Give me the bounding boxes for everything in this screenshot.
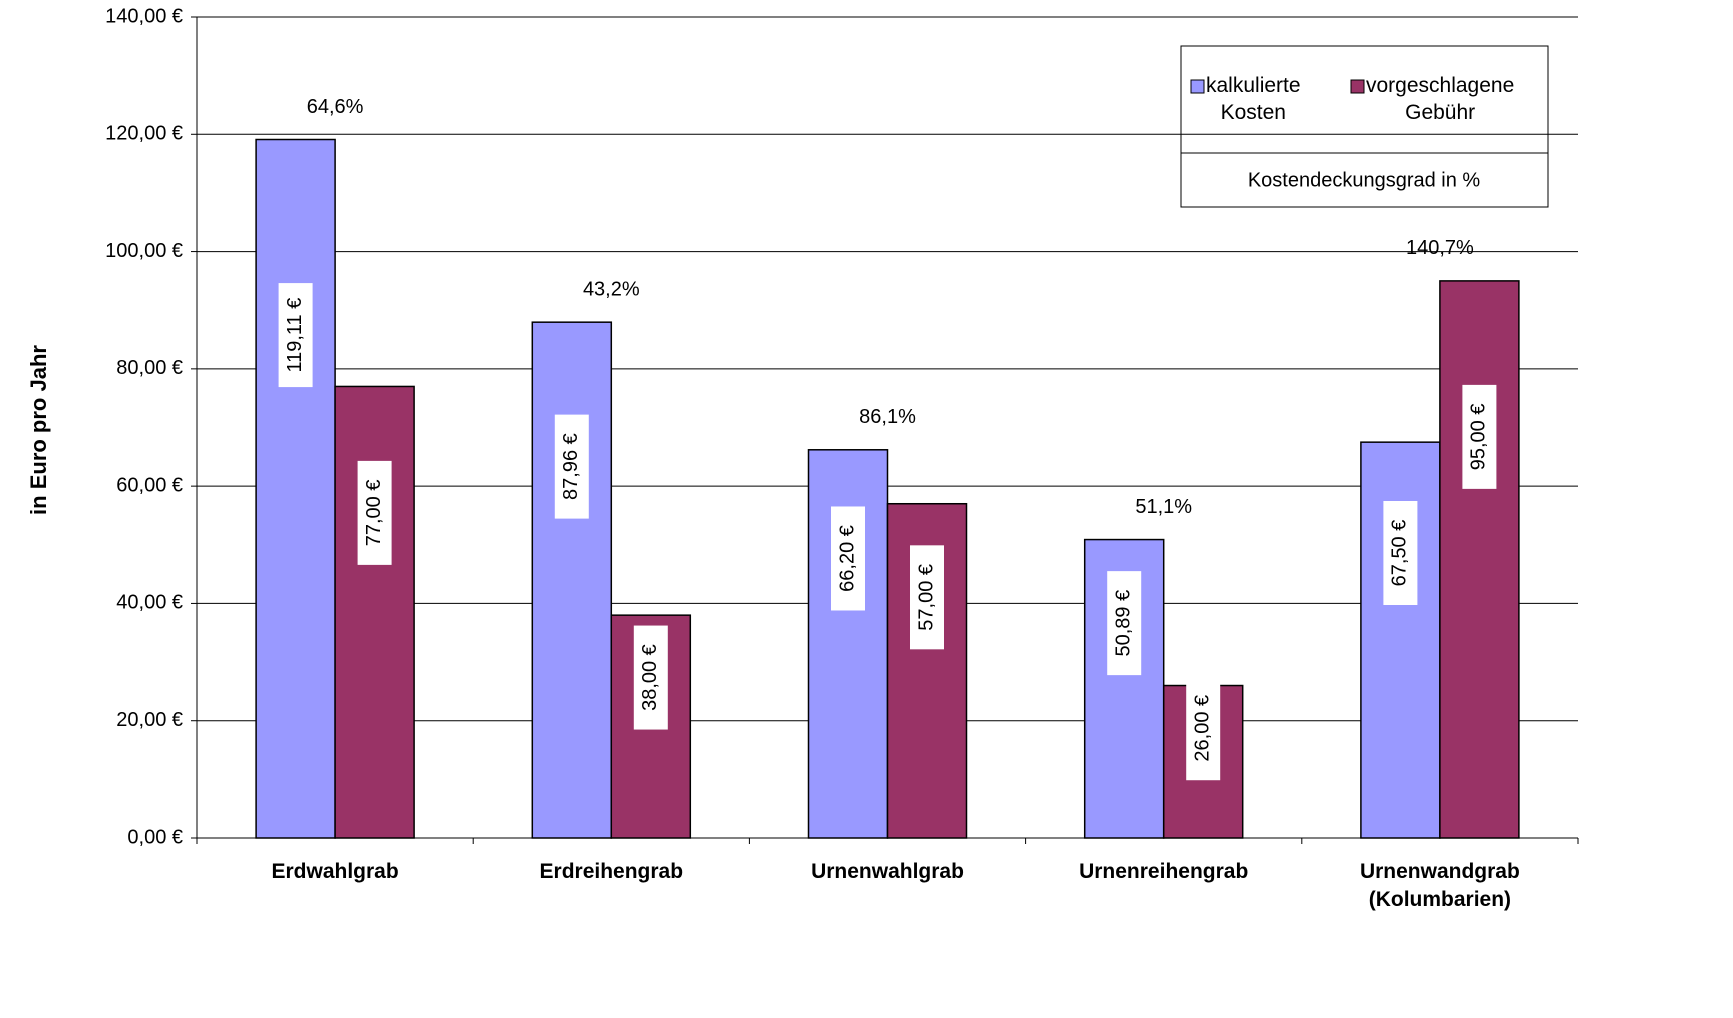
value-label: 67,50 €	[1389, 520, 1411, 587]
value-label: 119,11 €	[284, 298, 306, 373]
y-tick-label: 100,00 €	[105, 240, 183, 262]
y-tick-label: 60,00 €	[116, 474, 183, 496]
coverage-label: 140,7%	[1406, 237, 1474, 259]
bar	[255, 138, 336, 839]
y-axis-label: in Euro pro Jahr	[26, 345, 51, 515]
legend-coverage: Kostendeckungsgrad in %	[1248, 169, 1481, 191]
value-label-box	[831, 506, 865, 611]
value-label: 38,00 €	[639, 644, 661, 711]
value-label: 26,00 €	[1191, 695, 1213, 762]
value-label-box	[910, 545, 944, 650]
coverage-label: 86,1%	[859, 406, 916, 428]
value-label-box	[357, 460, 392, 565]
value-label: 77,00 €	[363, 480, 385, 547]
bar	[334, 385, 415, 839]
coverage-label: 64,6%	[307, 96, 364, 118]
legend-swatch	[1350, 79, 1365, 94]
value-label-box	[1107, 571, 1142, 676]
bar	[531, 321, 613, 839]
value-label: 87,96 €	[560, 433, 582, 500]
bar	[1439, 280, 1520, 839]
value-label: 50,89 €	[1112, 590, 1134, 657]
value-label: 66,20 €	[836, 525, 858, 592]
value-label-box	[1462, 384, 1497, 489]
coverage-label: 43,2%	[583, 278, 640, 300]
x-tick-label: Urnenwandgrab (Kolumbarien)	[1359, 860, 1520, 911]
y-tick-label: 80,00 €	[116, 357, 183, 379]
legend-swatch	[1190, 79, 1205, 94]
legend-box	[1180, 45, 1549, 208]
y-tick-label: 0,00 €	[127, 826, 183, 848]
x-tick-label: Erdwahlgrab	[271, 860, 399, 883]
y-tick-label: 140,00 €	[105, 5, 183, 27]
x-tick-label: Urnenreihengrab	[1079, 860, 1249, 883]
coverage-label: 51,1%	[1135, 496, 1192, 518]
y-tick-label: 120,00 €	[105, 123, 183, 145]
legend-label: vorgeschlagene Gebühr	[1366, 74, 1515, 124]
legend-label: kalkulierte Kosten	[1206, 74, 1301, 124]
value-label: 57,00 €	[915, 564, 937, 631]
value-label-box	[633, 625, 668, 730]
value-label-box	[278, 283, 313, 388]
x-tick-label: Urnenwahlgrab	[811, 860, 964, 883]
x-tick-label: Erdreihengrab	[539, 860, 684, 883]
value-label-box	[554, 414, 589, 519]
y-tick-label: 20,00 €	[116, 709, 183, 731]
y-tick-label: 40,00 €	[116, 592, 183, 614]
value-label-box	[1383, 500, 1418, 605]
value-label-box	[1186, 676, 1221, 781]
value-label: 95,00 €	[1468, 404, 1490, 471]
